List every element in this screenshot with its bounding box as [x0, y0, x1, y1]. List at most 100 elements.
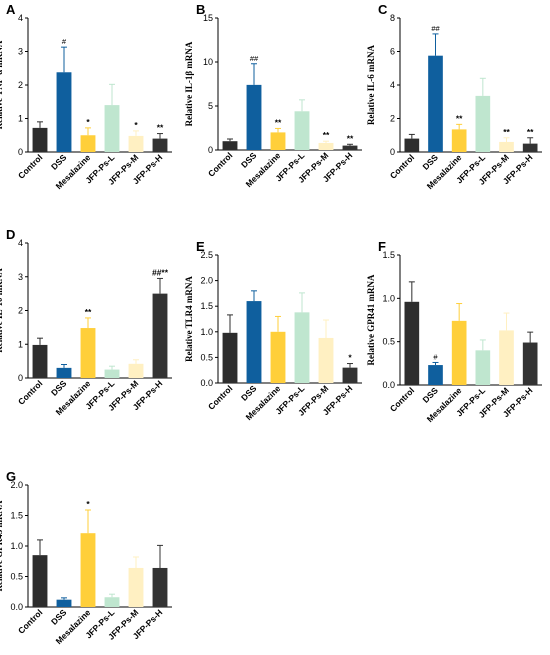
bar-jfp-ps-m [128, 135, 144, 152]
x-category-label: DSS [239, 150, 259, 170]
significance-mark: ## [250, 54, 259, 63]
panel-letter: G [6, 469, 16, 484]
y-tick-label: 0.0 [10, 602, 23, 612]
y-tick-label: 2 [18, 306, 23, 316]
y-tick-label: 2.5 [200, 250, 213, 260]
bar-jfp-ps-h [342, 367, 358, 383]
significance-mark: ** [157, 123, 164, 133]
significance-mark: ##** [152, 267, 169, 277]
y-tick-label: 0 [208, 145, 213, 155]
y-tick-label: 5 [208, 101, 213, 111]
bar-control [32, 344, 48, 378]
bar-jfp-ps-h [522, 143, 538, 152]
y-axis-label: Relative TLR4 mRNA [184, 276, 194, 362]
bar-jfp-ps-m [318, 337, 334, 383]
bar-jfp-ps-l [104, 105, 120, 152]
significance-mark: ** [347, 133, 354, 143]
significance-mark: # [433, 352, 438, 361]
bar-mesalazine [80, 328, 96, 378]
y-tick-label: 0.5 [200, 352, 213, 362]
bar-jfp-ps-l [294, 111, 310, 150]
y-tick-label: 1.5 [200, 301, 213, 311]
y-tick-label: 0.5 [382, 337, 395, 347]
significance-mark: ## [431, 24, 440, 33]
y-tick-label: 1.0 [200, 327, 213, 337]
y-tick-label: 15 [203, 13, 213, 23]
bar-control [32, 127, 48, 152]
bar-control [32, 555, 48, 607]
bar-jfp-ps-l [475, 95, 491, 152]
y-axis-label: Relative IL-1β mRNA [184, 41, 194, 126]
x-category-label: DSS [420, 385, 440, 405]
bar-jfp-ps-h [152, 567, 168, 607]
bar-mesalazine [270, 132, 286, 150]
bar-mesalazine [270, 331, 286, 383]
bar-jfp-ps-m [318, 142, 334, 150]
y-tick-label: 1.5 [382, 250, 395, 260]
y-tick-label: 2.0 [200, 276, 213, 286]
bar-jfp-ps-m [128, 363, 144, 378]
bar-dss [246, 301, 262, 383]
y-tick-label: 1.0 [382, 293, 395, 303]
panel-letter: B [196, 2, 205, 17]
panel-letter: F [378, 239, 386, 254]
significance-mark: * [86, 499, 90, 509]
bar-jfp-ps-h [152, 293, 168, 378]
y-tick-label: 0.5 [10, 572, 23, 582]
y-tick-label: 3 [18, 272, 23, 282]
bar-control [404, 301, 420, 385]
bar-dss [56, 367, 72, 378]
bar-jfp-ps-h [522, 342, 538, 385]
y-tick-label: 2 [18, 80, 23, 90]
bar-jfp-ps-l [294, 312, 310, 383]
y-tick-label: 0 [18, 373, 23, 383]
x-category-label: DSS [420, 152, 440, 172]
y-tick-label: 0.0 [200, 378, 213, 388]
significance-mark: ** [323, 130, 330, 140]
significance-mark: * [134, 120, 138, 130]
bar-jfp-ps-l [104, 597, 120, 607]
bar-dss [428, 55, 443, 152]
x-category-label: DSS [49, 378, 69, 398]
significance-mark: * [348, 353, 352, 363]
y-tick-label: 3 [18, 47, 23, 57]
significance-mark: ** [275, 117, 282, 127]
y-tick-label: 2.0 [10, 480, 23, 490]
y-tick-label: 0.0 [382, 380, 395, 390]
bar-jfp-ps-m [128, 567, 144, 607]
bar-mesalazine [80, 135, 96, 152]
bar-mesalazine [451, 129, 467, 152]
bar-mesalazine [80, 533, 96, 607]
bar-dss [246, 84, 262, 150]
y-tick-label: 2 [390, 114, 395, 124]
bar-jfp-ps-m [499, 330, 514, 385]
bar-jfp-ps-m [499, 141, 514, 152]
bar-jfp-ps-h [152, 138, 168, 152]
bar-dss [56, 599, 72, 607]
y-tick-label: 4 [18, 238, 23, 248]
bar-dss [428, 365, 443, 385]
y-tick-label: 0 [390, 147, 395, 157]
bar-jfp-ps-l [475, 350, 491, 385]
significance-mark: ** [503, 127, 510, 137]
y-tick-label: 8 [390, 13, 395, 23]
y-tick-label: 1 [18, 114, 23, 124]
significance-mark: ** [527, 127, 534, 137]
y-axis-label: Relative GPR43 mRNA [0, 500, 4, 591]
panel-letter: E [196, 239, 205, 254]
bar-control [222, 332, 238, 383]
y-tick-label: 1.0 [10, 541, 23, 551]
y-axis-label: Relative IL-10 mRNA [0, 268, 4, 353]
y-tick-label: 1 [18, 339, 23, 349]
panel-letter: C [378, 2, 388, 17]
y-axis-label: Relative TNF-α mRNA [0, 40, 4, 129]
panel-letter: A [6, 2, 16, 17]
panel-letter: D [6, 227, 15, 242]
bar-jfp-ps-l [104, 369, 120, 378]
